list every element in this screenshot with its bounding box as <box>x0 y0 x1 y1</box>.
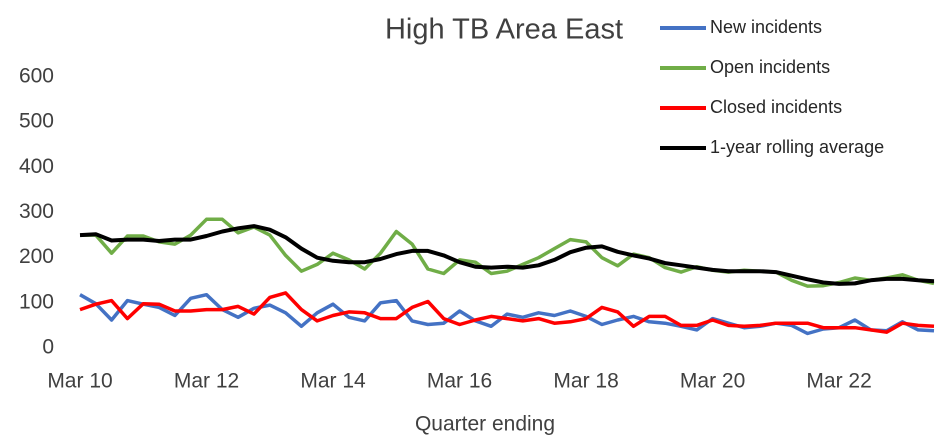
line-series <box>79 224 935 286</box>
y-tick-label: 100 <box>19 290 54 313</box>
y-tick-label: 500 <box>19 110 54 133</box>
legend-label: Closed incidents <box>710 97 842 117</box>
line-series <box>79 291 935 334</box>
legend-label: 1-year rolling average <box>710 137 884 157</box>
y-tick-label: 400 <box>19 155 54 178</box>
y-tick-label: 600 <box>19 65 54 88</box>
x-tick-label: Mar 12 <box>174 370 239 393</box>
legend-label: Open incidents <box>710 57 830 77</box>
x-tick-label: Mar 16 <box>427 370 492 393</box>
y-tick-label: 300 <box>19 200 54 223</box>
y-tick-label: 0 <box>42 336 54 359</box>
x-tick-label: Mar 10 <box>47 370 112 393</box>
x-tick-label: Mar 22 <box>806 370 871 393</box>
x-tick-label: Mar 20 <box>680 370 745 393</box>
x-axis-label: Quarter ending <box>415 413 555 436</box>
legend-label: New incidents <box>710 17 822 37</box>
x-tick-label: Mar 14 <box>300 370 366 393</box>
y-tick-label: 200 <box>19 245 54 268</box>
x-tick-label: Mar 18 <box>553 370 618 393</box>
line-series <box>80 217 935 288</box>
chart-title: High TB Area East <box>385 14 623 46</box>
